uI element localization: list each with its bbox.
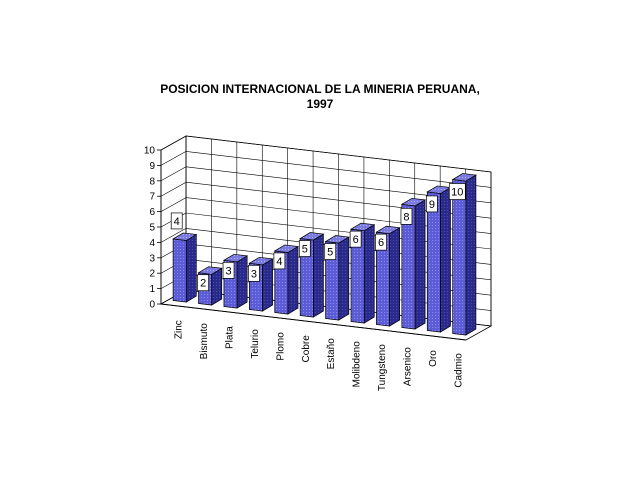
data-label: 3 bbox=[225, 265, 231, 277]
bar-top bbox=[375, 225, 401, 235]
bar-side bbox=[236, 255, 248, 309]
data-label-box bbox=[222, 261, 235, 279]
data-label-box bbox=[170, 212, 183, 230]
bar-side bbox=[414, 199, 426, 330]
category-label: Bismuto bbox=[199, 323, 210, 360]
data-label-box bbox=[448, 183, 466, 200]
bar-top bbox=[324, 235, 350, 244]
data-label: 10 bbox=[451, 187, 463, 199]
data-label: 2 bbox=[200, 278, 206, 290]
bar-side bbox=[262, 258, 273, 312]
data-label: 5 bbox=[327, 247, 333, 259]
chart-title-line-1: POSICION INTERNACIONAL DE LA MINERIA PER… bbox=[160, 82, 480, 96]
bar-top bbox=[400, 197, 427, 207]
bar-side bbox=[440, 186, 451, 333]
y-tick-label: 4 bbox=[149, 238, 155, 249]
category-label: Telurio bbox=[250, 329, 261, 359]
bar-top bbox=[248, 256, 274, 266]
bar-top bbox=[222, 253, 249, 263]
category-label: Estaño bbox=[326, 338, 337, 370]
data-labels: 4 2 3 3 4 5 5 6 6 8 9 10 bbox=[170, 183, 466, 292]
data-label-box bbox=[298, 240, 311, 257]
data-label: 8 bbox=[403, 211, 409, 223]
x-axis-line bbox=[160, 303, 467, 341]
y-tick-label: 1 bbox=[149, 284, 155, 295]
category-label: Cadmio bbox=[453, 353, 464, 388]
bar-side bbox=[465, 174, 477, 336]
data-label-box bbox=[273, 252, 286, 270]
y-tick-label: 5 bbox=[149, 223, 155, 234]
bar-top bbox=[451, 173, 477, 182]
y-tick-labels: 0 1 2 3 4 5 6 7 8 9 10 bbox=[144, 146, 156, 311]
bar-side bbox=[338, 236, 350, 321]
gridline-side bbox=[160, 181, 187, 197]
y-tick-label: 9 bbox=[149, 161, 155, 172]
data-label-box bbox=[197, 274, 209, 292]
y-tick-label: 7 bbox=[149, 192, 155, 203]
y-tick-label: 6 bbox=[149, 207, 155, 218]
gridline-side bbox=[160, 151, 187, 166]
category-label: Plata bbox=[225, 326, 236, 349]
category-label: Arsenico bbox=[402, 347, 413, 386]
gridline-side bbox=[160, 197, 187, 212]
bar-top bbox=[197, 266, 223, 275]
y-tick-label: 0 bbox=[149, 300, 155, 311]
data-label-box bbox=[375, 233, 387, 251]
bar-side bbox=[363, 224, 375, 324]
bar-side bbox=[287, 245, 299, 315]
bar-top bbox=[299, 232, 325, 241]
y-tick-label: 3 bbox=[149, 253, 155, 264]
data-label: 3 bbox=[251, 268, 257, 280]
data-label: 4 bbox=[276, 256, 282, 268]
category-label: Plomo bbox=[275, 332, 286, 361]
data-label: 5 bbox=[302, 244, 308, 256]
data-label: 9 bbox=[429, 199, 435, 211]
bars bbox=[172, 173, 477, 336]
y-tick-label: 10 bbox=[144, 146, 156, 157]
bar-side bbox=[389, 227, 400, 327]
data-label-box bbox=[400, 207, 413, 225]
data-label-box bbox=[349, 230, 362, 248]
category-label: Molibdeno bbox=[352, 341, 363, 388]
data-label: 4 bbox=[174, 216, 180, 228]
data-label-box bbox=[324, 243, 337, 260]
gridline-side bbox=[160, 135, 187, 151]
category-label: Zinc bbox=[174, 320, 185, 339]
data-label-box bbox=[426, 195, 438, 213]
category-label: Oro bbox=[428, 350, 439, 367]
gridline-side bbox=[160, 228, 187, 243]
y-tick-label: 8 bbox=[149, 176, 155, 187]
chart-title-line-2: 1997 bbox=[307, 97, 334, 111]
bar-side bbox=[211, 267, 223, 306]
bar-front bbox=[172, 238, 187, 303]
axes bbox=[157, 149, 467, 341]
gridline-side bbox=[160, 166, 187, 182]
category-label: Cobre bbox=[301, 335, 312, 363]
bar-top bbox=[349, 222, 376, 232]
bar-side bbox=[185, 233, 197, 303]
bar-front bbox=[452, 179, 467, 336]
bar-top bbox=[172, 232, 198, 241]
bar-side bbox=[313, 233, 324, 318]
data-label: 6 bbox=[378, 237, 384, 249]
data-label-box bbox=[248, 264, 260, 282]
x-category-labels: Zinc Bismuto Plata Telurio Plomo Cobre Estaño M… bbox=[174, 320, 465, 391]
bar-top bbox=[273, 244, 300, 253]
category-label: Tungsteno bbox=[377, 344, 388, 391]
data-label: 6 bbox=[353, 234, 359, 246]
bar-front bbox=[426, 191, 441, 333]
y-tick-label: 2 bbox=[149, 269, 155, 280]
